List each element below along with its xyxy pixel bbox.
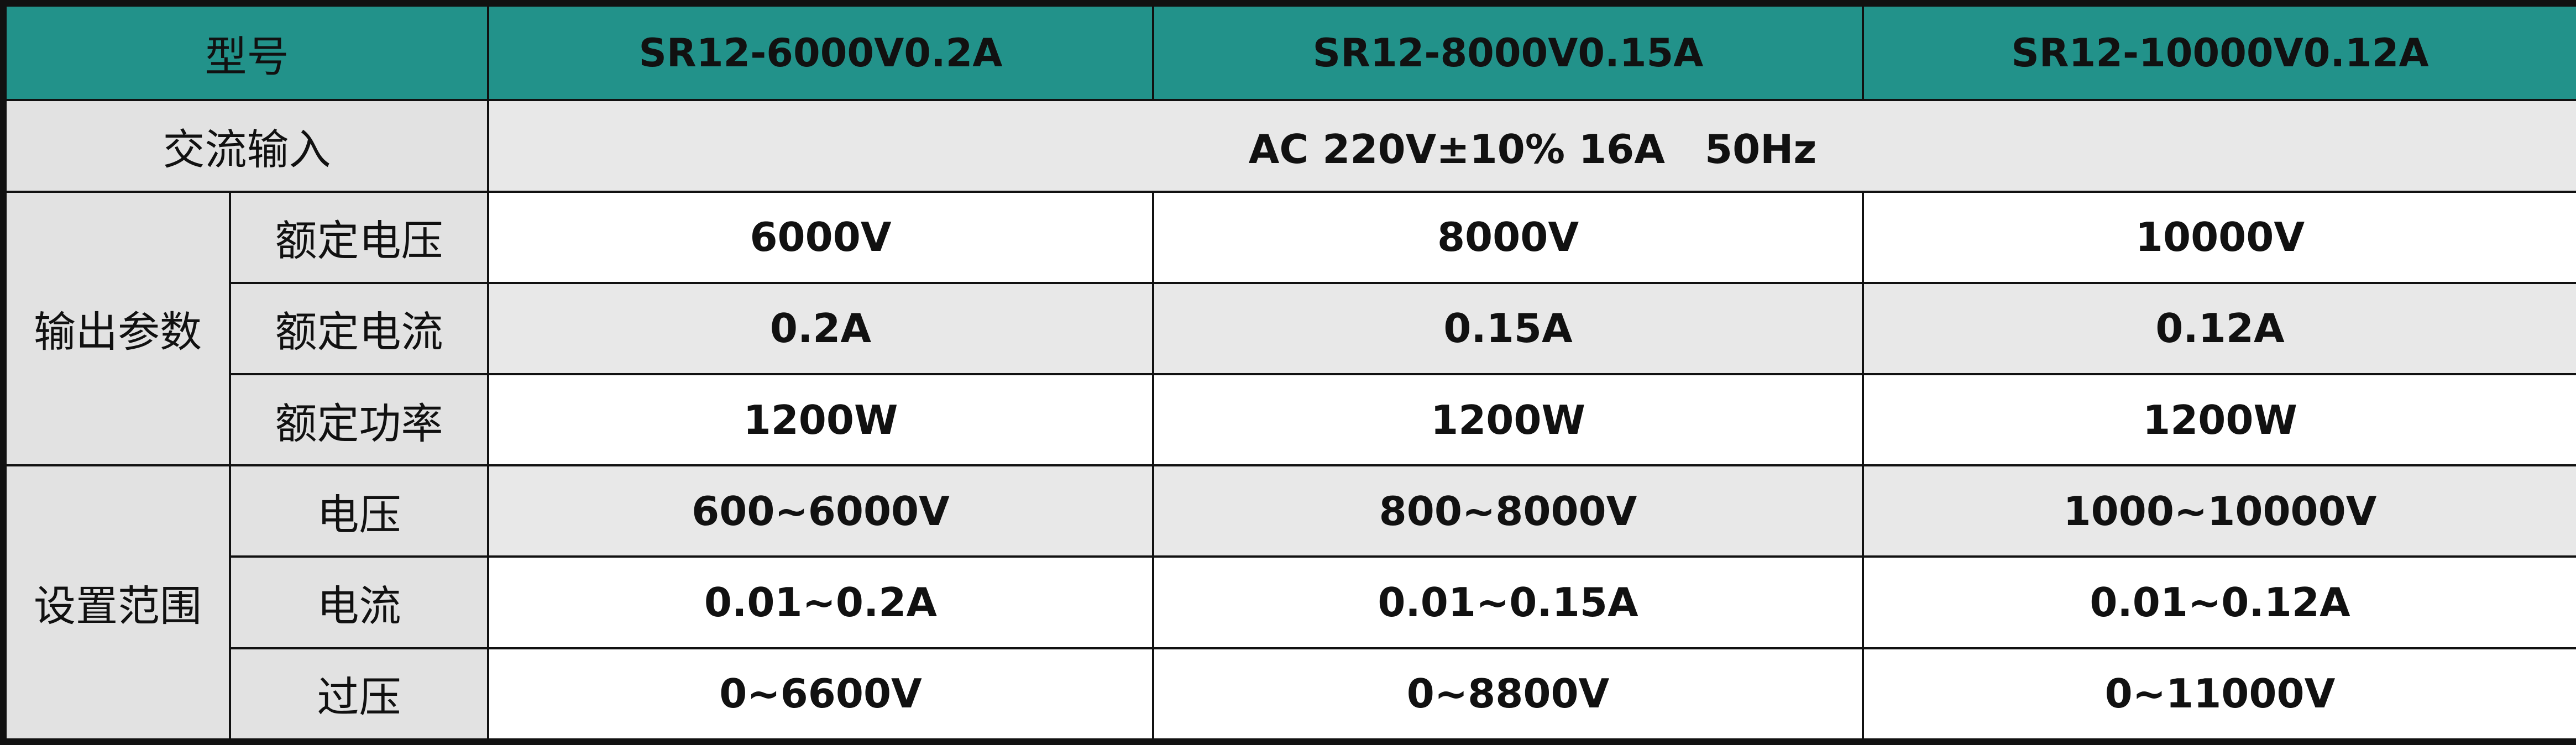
row: 设置范围 电压 600~6000V 800~8000V 1000~10000V [2, 464, 2576, 743]
cell: 600~6000V [487, 464, 1154, 558]
header-cell: SR12-10000V0.12A [1862, 2, 2576, 102]
header-cell: SR12-8000V0.15A [1152, 2, 1864, 102]
row: 额定功率 1200W 1200W 1200W [3, 372, 2576, 467]
cell: 8000V [1152, 190, 1864, 284]
cell: 0.01~0.15A [1152, 555, 1864, 649]
cell: 0.01~0.12A [1862, 555, 2576, 649]
row: 电流 0.01~0.2A 0.01~0.15A 0.01~0.12A [3, 555, 2576, 649]
cell: 0~6600V [487, 647, 1154, 743]
row-label: 额定功率 [229, 372, 489, 467]
group-label: 输出参数 [2, 190, 231, 467]
cell: 0~8800V [1152, 647, 1864, 743]
cell: 0.12A [1862, 281, 2576, 376]
header-cell: 型号 [2, 2, 489, 102]
cell: 1000~10000V [1862, 464, 2576, 558]
cell: 1200W [1152, 372, 1864, 467]
row-label: 电流 [229, 555, 489, 649]
cell: 0.2A [487, 281, 1154, 376]
row: 输出参数 额定电压 6000V 8000V 10000V [2, 190, 2576, 467]
row-label: 过压 [229, 647, 489, 743]
header-row: 型号 SR12-6000V0.2A SR12-8000V0.15A SR12-1… [2, 2, 2576, 102]
cell: 1200W [1862, 372, 2576, 467]
row-label: 电压 [229, 464, 489, 558]
cell: 800~8000V [1152, 464, 1864, 558]
row-label: 额定电压 [229, 190, 489, 284]
cell: 0~11000V [1862, 647, 2576, 743]
header-cell: SR12-6000V0.2A [487, 2, 1154, 102]
cell: 1200W [487, 372, 1154, 467]
row: 过压 0~6600V 0~8800V 0~11000V [3, 647, 2576, 743]
cell: 0.15A [1152, 281, 1864, 376]
row: 交流输入 AC 220V±10% 16A 50Hz [2, 99, 2576, 193]
cell: 10000V [1862, 190, 2576, 284]
cell: AC 220V±10% 16A 50Hz [487, 99, 2576, 193]
row: 额定电流 0.2A 0.15A 0.12A [3, 281, 2576, 376]
row-label: 交流输入 [2, 99, 489, 193]
group-label: 设置范围 [2, 464, 231, 743]
cell: 0.01~0.2A [487, 555, 1154, 649]
row-label: 额定电流 [229, 281, 489, 376]
cell: 6000V [487, 190, 1154, 284]
